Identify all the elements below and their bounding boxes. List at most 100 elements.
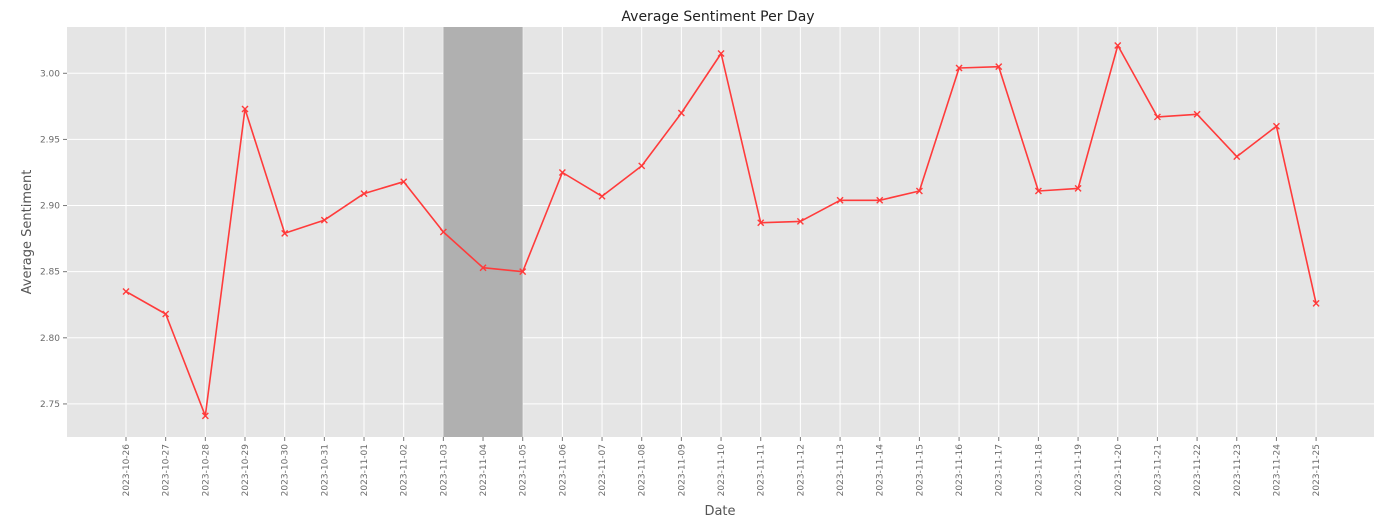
data-point (1233, 153, 1241, 161)
marker-stroke (1034, 187, 1042, 195)
x-tick-label: 2023-11-10 (717, 444, 727, 497)
data-point (400, 178, 408, 186)
marker-stroke (122, 288, 130, 296)
data-point (519, 268, 527, 276)
data-point (201, 412, 209, 420)
x-tick-label: 2023-11-09 (677, 444, 687, 497)
data-point (1153, 113, 1161, 121)
x-tick-label: 2023-11-17 (995, 444, 1005, 496)
marker-stroke (876, 196, 884, 204)
data-point (836, 196, 844, 204)
y-tick-label: 3.00 (40, 69, 60, 79)
x-tick-label: 2023-11-23 (1233, 444, 1243, 496)
sentiment-series (122, 42, 1320, 420)
data-point (479, 264, 487, 272)
data-point (1312, 299, 1320, 307)
x-tick-label: 2023-11-25 (1312, 444, 1322, 496)
x-tick-label: 2023-10-31 (320, 444, 330, 496)
x-tick-label: 2023-11-18 (1034, 444, 1044, 497)
x-tick-label: 2023-10-27 (162, 444, 172, 496)
marker-stroke (400, 178, 408, 186)
marker-stroke (360, 190, 368, 198)
marker-stroke (677, 109, 685, 117)
data-point (320, 216, 328, 224)
data-point (439, 228, 447, 236)
data-point (281, 229, 289, 237)
marker-stroke (955, 64, 963, 72)
x-tick-label: 2023-10-30 (281, 444, 291, 497)
marker-stroke (757, 219, 765, 227)
x-tick-label: 2023-11-20 (1114, 444, 1124, 497)
data-point (677, 109, 685, 117)
data-point (796, 217, 804, 225)
x-tick-label: 2023-10-29 (241, 444, 251, 497)
data-point (241, 105, 249, 113)
data-point (162, 310, 170, 318)
data-point (915, 187, 923, 195)
marker-stroke (836, 196, 844, 204)
marker-stroke (995, 63, 1003, 71)
data-point (717, 49, 725, 57)
y-axis-title: Average Sentiment (20, 170, 35, 295)
marker-stroke (519, 268, 527, 276)
marker-stroke (1233, 153, 1241, 161)
y-tick-label: 2.75 (40, 400, 60, 410)
x-axis-title: Date (704, 504, 735, 519)
chart-title: Average Sentiment Per Day (621, 9, 814, 25)
data-point (876, 196, 884, 204)
marker-stroke (241, 105, 249, 113)
x-tick-label: 2023-11-21 (1153, 444, 1163, 496)
data-point (122, 288, 130, 296)
data-point (1074, 184, 1082, 192)
data-point (1272, 122, 1280, 130)
data-point (995, 63, 1003, 71)
x-tick-label: 2023-11-06 (558, 444, 568, 497)
x-tick-label: 2023-11-13 (836, 444, 846, 496)
marker-stroke (439, 228, 447, 236)
y-axis-ticks: 2.75 2.80 2.85 2.90 2.95 3.00 (40, 69, 67, 410)
x-tick-label: 2023-11-16 (955, 444, 965, 497)
marker-stroke (598, 192, 606, 200)
x-tick-label: 2023-10-28 (201, 444, 211, 497)
marker-stroke (1193, 110, 1201, 118)
marker-stroke (638, 162, 646, 170)
x-tick-label: 2023-11-12 (796, 444, 806, 496)
data-point (558, 168, 566, 176)
marker-stroke (717, 49, 725, 57)
marker-stroke (162, 310, 170, 318)
marker-stroke (796, 217, 804, 225)
plot-area (67, 27, 1374, 437)
marker-stroke (1114, 42, 1122, 50)
x-axis-ticks: 2023-10-26 2023-10-27 2023-10-28 2023-10-29… (122, 437, 1322, 496)
marker-stroke (320, 216, 328, 224)
y-tick-label: 2.85 (40, 268, 60, 278)
data-point (638, 162, 646, 170)
marker-stroke (558, 168, 566, 176)
data-point (955, 64, 963, 72)
x-tick-label: 2023-11-19 (1074, 444, 1084, 497)
x-tick-label: 2023-11-07 (598, 444, 608, 496)
marker-stroke (1272, 122, 1280, 130)
data-point (598, 192, 606, 200)
data-point (1193, 110, 1201, 118)
highlight-region-layer (443, 27, 523, 437)
marker-stroke (1312, 299, 1320, 307)
marker-stroke (915, 187, 923, 195)
x-tick-label: 2023-11-01 (360, 444, 370, 496)
y-tick-label: 2.90 (40, 202, 60, 212)
x-tick-label: 2023-10-26 (122, 444, 132, 497)
x-tick-label: 2023-11-04 (479, 444, 489, 497)
marker-stroke (201, 412, 209, 420)
x-tick-label: 2023-11-05 (519, 444, 529, 496)
y-tick-label: 2.80 (40, 334, 60, 344)
data-point (360, 190, 368, 198)
x-tick-label: 2023-11-15 (915, 444, 925, 496)
x-tick-label: 2023-11-11 (757, 444, 767, 496)
marker-stroke (1074, 184, 1082, 192)
x-tick-label: 2023-11-08 (638, 444, 648, 497)
data-point (757, 219, 765, 227)
highlight-region (443, 27, 523, 437)
y-tick-label: 2.95 (40, 135, 60, 145)
